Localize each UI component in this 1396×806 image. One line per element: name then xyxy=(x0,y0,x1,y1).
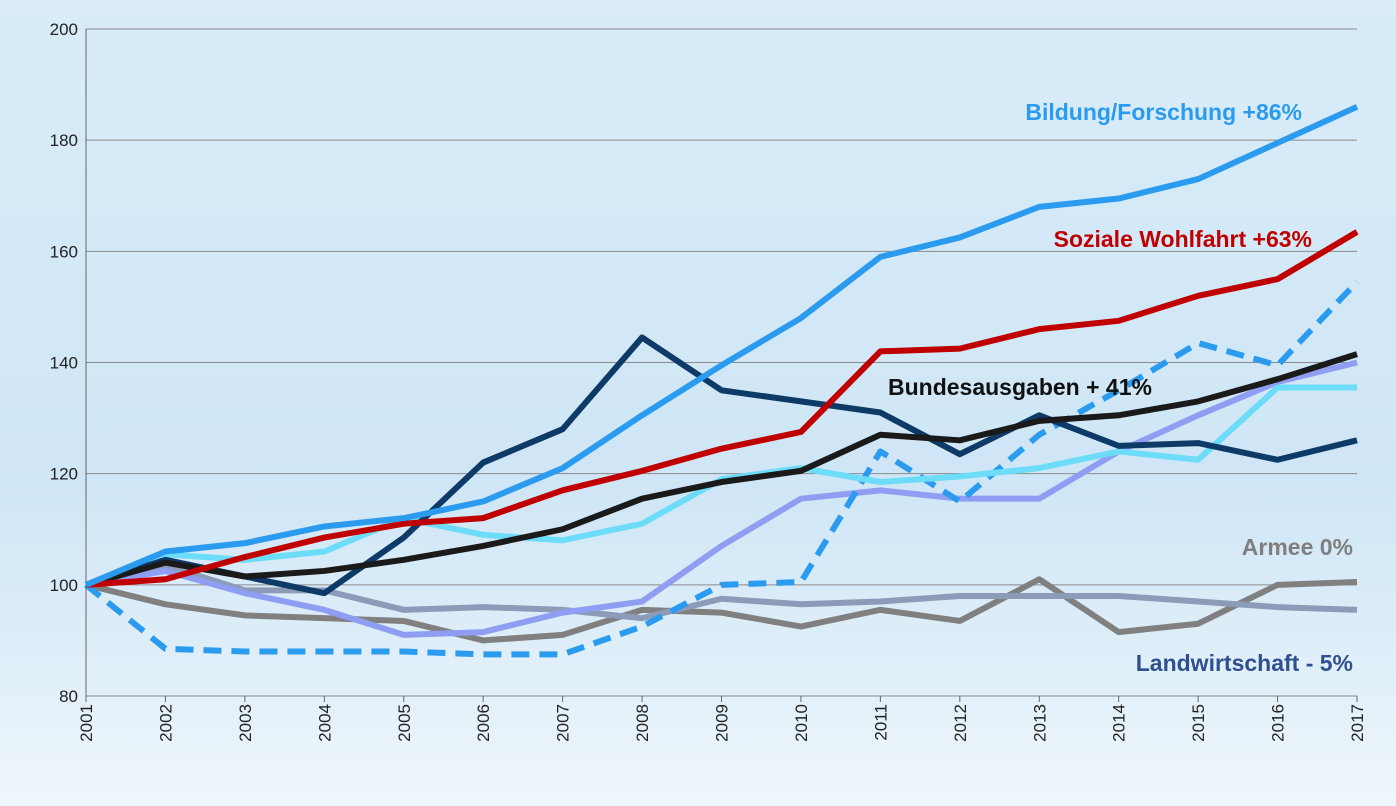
x-tick-label: 2007 xyxy=(554,704,573,742)
x-tick-label: 2010 xyxy=(792,704,811,742)
series-line xyxy=(85,359,1358,638)
series-line xyxy=(84,279,1360,658)
series-line xyxy=(84,104,1359,588)
x-tick-label: 2016 xyxy=(1269,704,1288,742)
annotation: Soziale Wohlfahrt +63% xyxy=(1054,226,1312,252)
x-tick-label: 2004 xyxy=(315,704,334,742)
x-tick-label: 2014 xyxy=(1110,704,1129,742)
annotation: Armee 0% xyxy=(1242,534,1353,560)
x-tick-label: 2002 xyxy=(156,704,175,742)
y-tick-label: 80 xyxy=(59,687,78,706)
y-tick-label: 120 xyxy=(50,465,78,484)
x-tick-label: 2006 xyxy=(474,704,493,742)
x-tick-label: 2017 xyxy=(1348,704,1367,742)
x-tick-label: 2008 xyxy=(633,704,652,742)
series-line xyxy=(85,334,1358,597)
series-line xyxy=(85,351,1358,588)
x-tick-label: 2015 xyxy=(1189,704,1208,742)
series-line xyxy=(85,576,1358,644)
y-tick-label: 140 xyxy=(50,354,78,373)
y-tick-label: 100 xyxy=(50,576,78,595)
x-tick-label: 2003 xyxy=(236,704,255,742)
annotation: Bildung/Forschung +86% xyxy=(1025,99,1302,125)
x-tick-label: 2005 xyxy=(395,704,414,742)
annotation: Landwirtschaft - 5% xyxy=(1136,650,1353,676)
x-tick-label: 2009 xyxy=(713,704,732,742)
x-tick-label: 2001 xyxy=(77,704,96,742)
y-tick-label: 160 xyxy=(50,242,78,261)
x-tick-label: 2013 xyxy=(1030,704,1049,742)
annotation: Bundesausgaben + 41% xyxy=(888,374,1152,400)
series-line xyxy=(85,229,1359,588)
y-tick-label: 180 xyxy=(50,131,78,150)
y-tick-label: 200 xyxy=(50,20,78,39)
x-tick-label: 2012 xyxy=(951,704,970,742)
x-tick-label: 2011 xyxy=(871,704,890,741)
